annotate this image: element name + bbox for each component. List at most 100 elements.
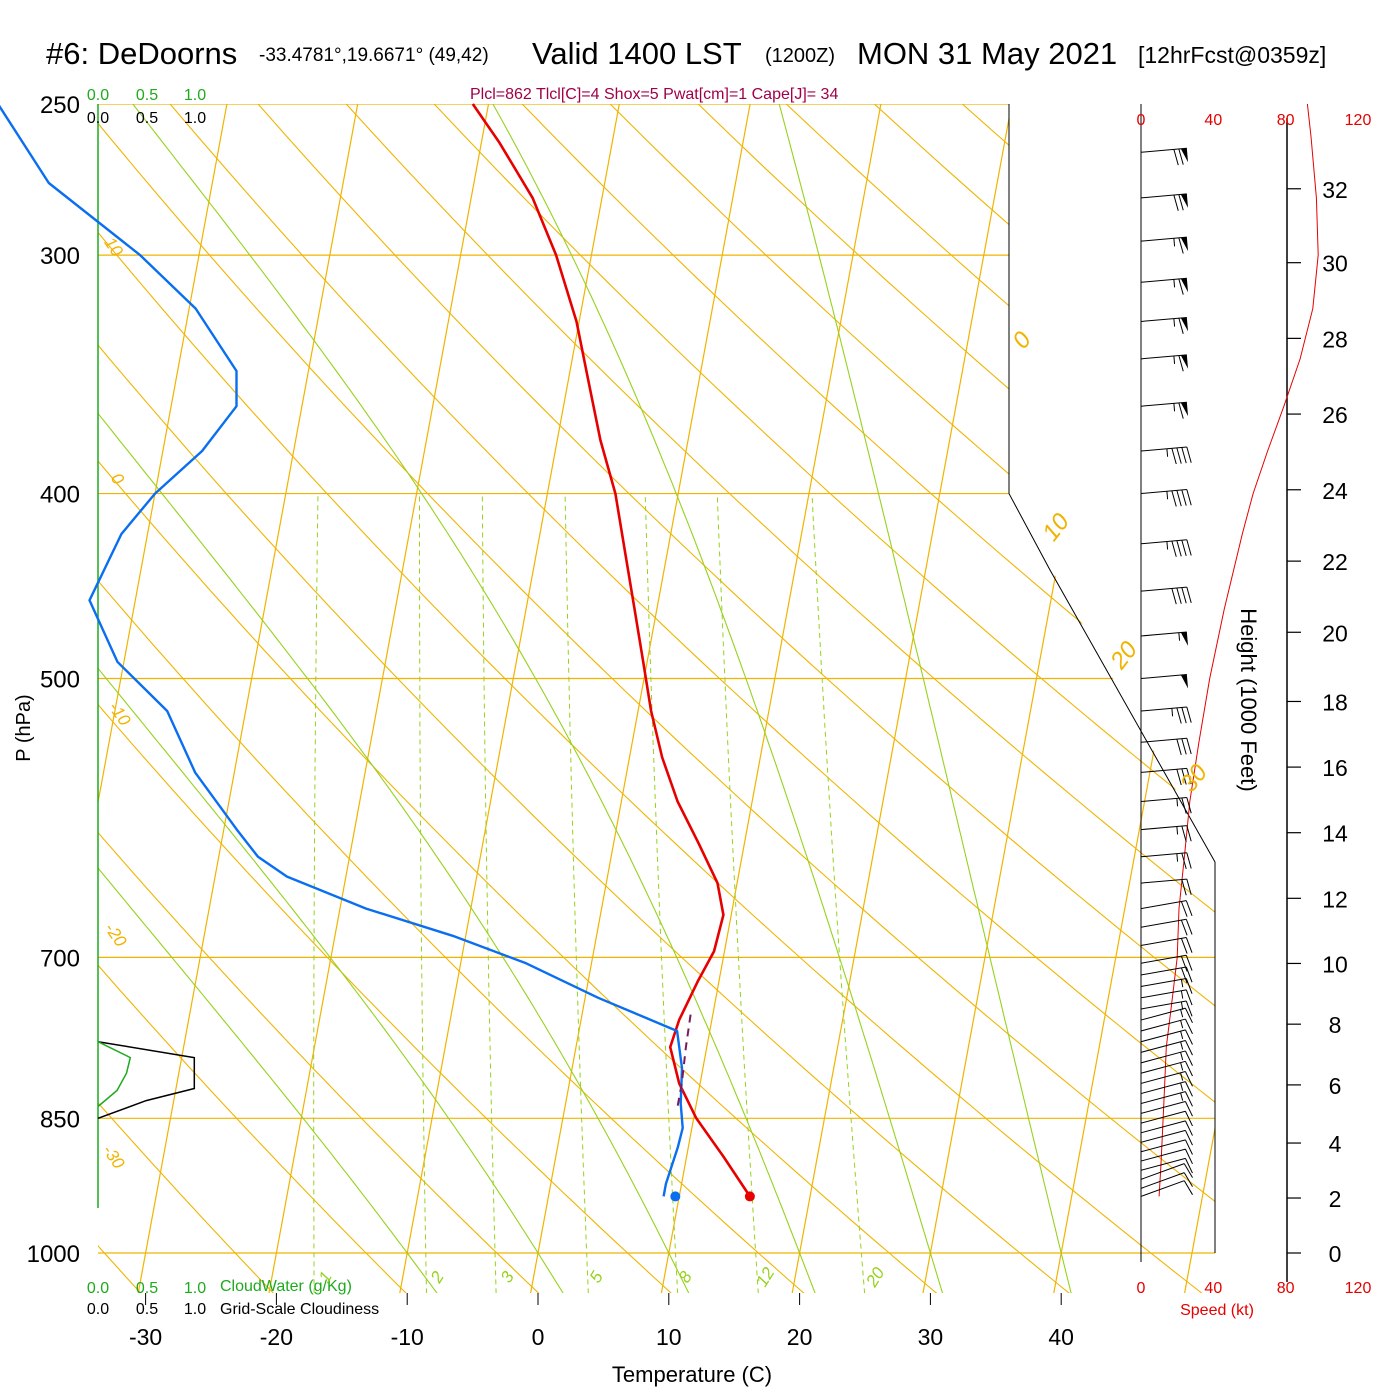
mixing-ratio-label: 20 [862, 1264, 889, 1291]
moist-adiabat-line [98, 104, 438, 1293]
wind-barb [1140, 1091, 1193, 1107]
dry-adiabat-label: 10 [100, 234, 127, 261]
wind-barb [1140, 737, 1192, 755]
dry-adiabat-line [98, 104, 1203, 1293]
wind-barb [1140, 1018, 1193, 1034]
wind-barb [1140, 966, 1193, 984]
cloudwater-top-tick: 0.5 [136, 87, 158, 104]
isotherm-label: 30 [1175, 759, 1213, 797]
cloudwater-top-tick: 1.0 [184, 87, 206, 104]
height-tick-label: 26 [1322, 402, 1348, 428]
dry-adiabat-label: -30 [99, 1141, 129, 1172]
pressure-tick-label: 400 [40, 482, 80, 509]
wind-barb [1140, 1000, 1193, 1017]
isotherm-label: 10 [1037, 508, 1075, 546]
utc-time: (1200Z) [765, 45, 836, 67]
pressure-tick-label: 850 [40, 1106, 80, 1133]
wind-barb [1140, 1029, 1193, 1045]
mixing-ratio-line [419, 493, 427, 1293]
wind-barb [1140, 236, 1189, 254]
dry-adiabat-line [697, 104, 1215, 1293]
height-tick-label: 4 [1329, 1131, 1342, 1157]
height-tick-label: 16 [1322, 755, 1348, 781]
wind-barb [1140, 1129, 1193, 1146]
wind-speed-bottom-tick: 120 [1345, 1280, 1372, 1297]
dewpoint-line [0, 104, 684, 1197]
moist-adiabat-line [132, 104, 816, 1293]
wind-speed-top-tick: 40 [1204, 112, 1222, 129]
cloudiness-bottom-tick: 1.0 [184, 1301, 206, 1318]
x-tick-label: 30 [918, 1324, 944, 1350]
right-boundary-line [1008, 104, 1216, 1253]
pressure-tick-label: 300 [40, 243, 80, 270]
wind-barb [1140, 1101, 1193, 1117]
height-tick-label: 0 [1329, 1241, 1342, 1267]
dry-adiabat-line [98, 104, 672, 1293]
pressure-tick-label: 500 [40, 667, 80, 694]
wind-barb [1140, 673, 1189, 689]
y-axis-label: P (hPa) [13, 694, 35, 761]
wind-speed-top-tick: 80 [1277, 112, 1295, 129]
surface-temperature-marker [744, 1191, 755, 1202]
dry-adiabat-line [98, 104, 1070, 1293]
x-tick-label: 10 [656, 1324, 682, 1350]
chart-labels: Plcl=862 Tlcl[C]=4 Shox=5 Pwat[cm]=1 Cap… [13, 86, 1371, 1387]
cloudiness-bottom-tick: 0.5 [136, 1301, 158, 1318]
mixing-ratio-line [644, 493, 679, 1293]
isotherm-line [399, 104, 620, 1293]
height-tick-label: 14 [1322, 821, 1348, 847]
height-tick-label: 22 [1322, 549, 1348, 575]
moist-adiabat-line [98, 104, 564, 1293]
wind-barb [1140, 825, 1192, 842]
wind-barb [1140, 1071, 1193, 1087]
height-tick-label: 30 [1322, 251, 1348, 277]
wind-speed-bottom-tick: 40 [1204, 1280, 1222, 1297]
station-coordinates: -33.4781°,19.6671° (49,42) [259, 45, 489, 66]
wind-barb [1140, 1139, 1193, 1155]
dry-adiabat-line [609, 104, 1215, 1293]
pressure-tick-label: 1000 [27, 1241, 80, 1268]
mixing-ratio-line [313, 493, 319, 1293]
cloudiness-bottom-tick: 0.0 [87, 1301, 109, 1318]
wind-barb [1140, 1007, 1193, 1024]
wind-barb [1140, 147, 1189, 166]
mixing-ratio-label: 2 [426, 1268, 448, 1287]
height-tick-label: 2 [1329, 1186, 1342, 1212]
dry-adiabat-line [1138, 104, 1215, 1293]
height-tick-label: 28 [1322, 326, 1348, 352]
cloudiness-label: Grid-Scale Cloudiness [220, 1301, 379, 1318]
temperature-line [471, 103, 751, 1198]
wind-barb [1140, 767, 1192, 786]
mixing-ratio-label: 8 [675, 1268, 696, 1287]
cloudwater-bottom-tick: 1.0 [184, 1280, 206, 1297]
wind-barb [1140, 539, 1192, 557]
height-tick-label: 32 [1322, 177, 1348, 203]
wind-speed-bottom-tick: 0 [1137, 1280, 1146, 1297]
mixing-ratio-line [564, 493, 589, 1293]
cloudiness-top-tick: 1.0 [184, 110, 206, 127]
height-axis-label: Height (1000 Feet) [1236, 608, 1261, 791]
wind-barb [1140, 586, 1192, 605]
side-panels [97, 103, 1319, 1197]
dry-adiabat-label: -10 [105, 698, 135, 729]
cloudwater-profile [97, 1041, 132, 1108]
moist-adiabat-line [778, 104, 1072, 1293]
height-tick-label: 8 [1329, 1012, 1342, 1038]
wind-barb [1140, 277, 1189, 295]
cloudwater-bottom-tick: 0.5 [136, 1280, 158, 1297]
isotherm-line [660, 104, 882, 1293]
wind-barb [1140, 631, 1189, 646]
wind-barb [1140, 706, 1192, 724]
isotherm-label: 20 [1105, 636, 1144, 675]
indices-text: Plcl=862 Tlcl[C]=4 Shox=5 Pwat[cm]=1 Cap… [470, 86, 838, 103]
station-title: #6: DeDoorns [46, 36, 238, 71]
moist-adiabat-line [492, 104, 944, 1293]
wind-barb [1140, 401, 1189, 419]
height-tick-label: 10 [1322, 951, 1348, 977]
background-lines [98, 104, 1215, 1293]
height-tick-label: 6 [1329, 1073, 1342, 1099]
wind-barb [1140, 1110, 1193, 1127]
cloudiness-top-tick: 0.0 [87, 110, 109, 127]
wind-barb [1140, 878, 1192, 896]
